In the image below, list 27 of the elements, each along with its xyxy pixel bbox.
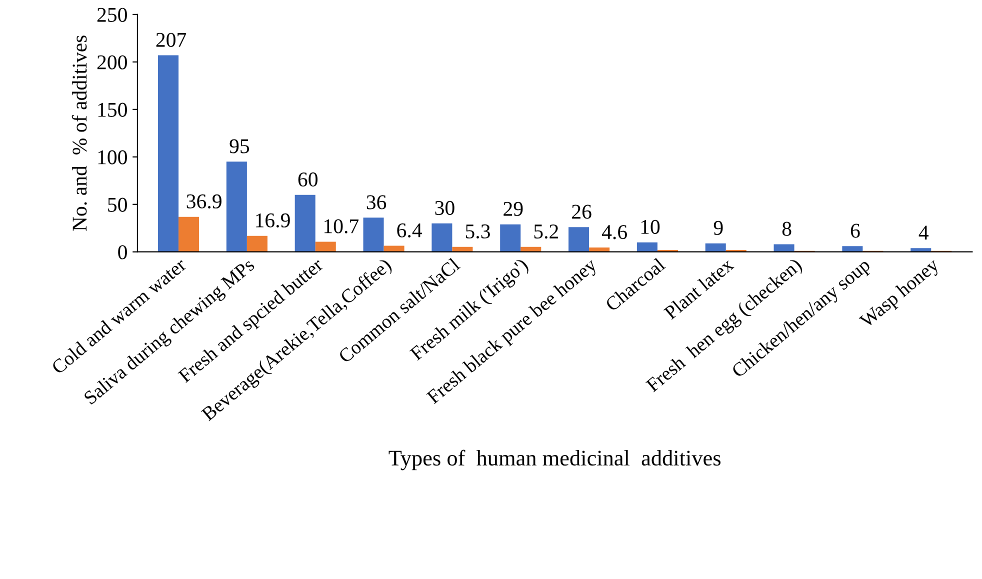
y-tick-label: 50 bbox=[108, 198, 127, 212]
y-axis-title: No. and % of additives bbox=[72, 36, 87, 231]
data-label: 4 bbox=[918, 226, 929, 240]
data-label: 5.3 bbox=[466, 224, 490, 239]
data-label: 4.6 bbox=[602, 225, 627, 240]
data-label: 10 bbox=[641, 220, 660, 234]
y-tick-label: 100 bbox=[98, 150, 127, 164]
data-label: 26 bbox=[572, 204, 592, 219]
data-label: 36 bbox=[366, 195, 386, 210]
data-label: 207 bbox=[156, 32, 186, 47]
data-label: 6.4 bbox=[397, 223, 422, 238]
data-label: 36.9 bbox=[186, 194, 222, 209]
data-label: 95 bbox=[230, 139, 250, 154]
y-tick-label: 200 bbox=[97, 55, 127, 70]
data-label: 16.9 bbox=[256, 213, 290, 228]
y-tick-label: 150 bbox=[98, 102, 127, 117]
y-tick-label: 0 bbox=[118, 245, 127, 260]
x-axis-title: Types of human medicinal additives bbox=[388, 450, 720, 470]
y-tick-label: 250 bbox=[97, 8, 127, 22]
data-label: 29 bbox=[504, 202, 523, 216]
data-label: 5.2 bbox=[534, 224, 558, 239]
data-label: 60 bbox=[298, 172, 318, 186]
data-label: 8 bbox=[782, 222, 792, 236]
data-label: 10.7 bbox=[324, 219, 359, 234]
data-label: 6 bbox=[850, 224, 860, 238]
data-label: 30 bbox=[435, 200, 454, 215]
data-label: 9 bbox=[714, 220, 723, 235]
